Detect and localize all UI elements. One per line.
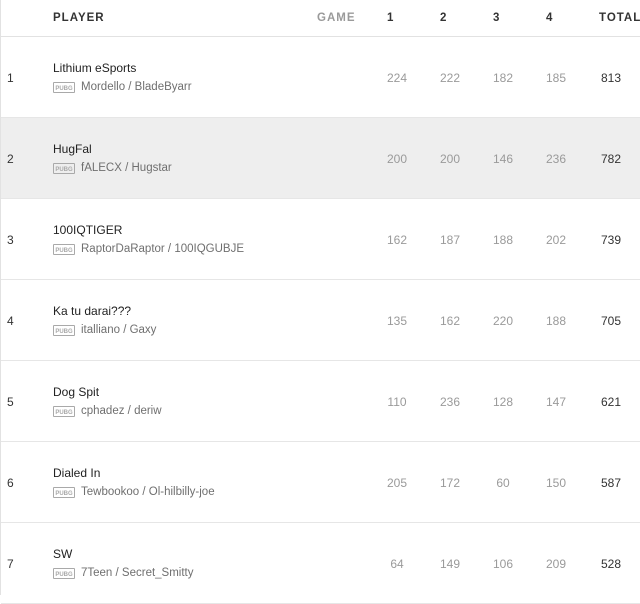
team-players: PUBG Mordello / BladeByarr [53, 80, 192, 94]
svg-text:PUBG: PUBG [55, 572, 73, 577]
pubg-icon: PUBG [53, 567, 75, 579]
player-names: 7Teen / Secret_Smitty [81, 567, 194, 579]
pubg-icon: PUBG [53, 324, 75, 336]
game-1-score: 64 [390, 557, 404, 571]
svg-text:PUBG: PUBG [55, 329, 73, 334]
game-3-score: 146 [492, 152, 514, 166]
game-3-score: 188 [492, 233, 514, 247]
pubg-icon: PUBG [53, 162, 75, 174]
game-2-score: 222 [439, 71, 461, 85]
total-score: 782 [600, 152, 622, 166]
table-row[interactable]: 4 Ka tu darai??? PUBG italliano / Gaxy 1… [1, 280, 640, 361]
game-2-score: 236 [439, 395, 461, 409]
rank: 7 [7, 557, 14, 571]
game-1-score: 224 [386, 71, 408, 85]
total-score: 528 [600, 557, 622, 571]
header-game: GAME [317, 12, 356, 24]
game-4-score: 150 [545, 476, 567, 490]
leaderboard-header: PLAYER GAME 1 2 3 4 TOTAL [1, 0, 640, 37]
rank: 5 [7, 395, 14, 409]
rank: 4 [7, 314, 14, 328]
rank: 1 [7, 71, 14, 85]
game-4-score: 188 [545, 314, 567, 328]
pubg-icon: PUBG [53, 81, 75, 93]
team-players: PUBG fALECX / Hugstar [53, 161, 172, 175]
game-4-score: 209 [545, 557, 567, 571]
rank: 3 [7, 233, 14, 247]
game-1-score: 162 [386, 233, 408, 247]
team-players: PUBG cphadez / deriw [53, 404, 162, 418]
table-row[interactable]: 1 Lithium eSports PUBG Mordello / BladeB… [1, 37, 640, 118]
game-2-score: 187 [439, 233, 461, 247]
total-score: 705 [600, 314, 622, 328]
team-name: Lithium eSports [53, 61, 137, 75]
total-score: 739 [600, 233, 622, 247]
game-4-score: 202 [545, 233, 567, 247]
game-3-score: 182 [492, 71, 514, 85]
header-game-4: 4 [546, 12, 554, 24]
header-game-3: 3 [493, 12, 501, 24]
game-4-score: 185 [545, 71, 567, 85]
team-players: PUBG Tewbookoo / Ol-hilbilly-joe [53, 485, 215, 499]
game-1-score: 135 [386, 314, 408, 328]
table-row[interactable]: 3 100IQTIGER PUBG RaptorDaRaptor / 100IQ… [1, 199, 640, 280]
team-name: Dialed In [53, 466, 101, 480]
table-row[interactable]: 5 Dog Spit PUBG cphadez / deriw 110 236 … [1, 361, 640, 442]
total-score: 621 [600, 395, 622, 409]
table-row[interactable]: 7 SW PUBG 7Teen / Secret_Smitty 64 149 1… [1, 523, 640, 604]
team-name: Dog Spit [53, 385, 100, 399]
player-names: fALECX / Hugstar [81, 162, 172, 174]
header-total: TOTAL [599, 12, 640, 24]
rank: 2 [7, 152, 14, 166]
team-players: PUBG 7Teen / Secret_Smitty [53, 566, 194, 580]
game-2-score: 162 [439, 314, 461, 328]
header-game-2: 2 [440, 12, 448, 24]
game-3-score: 220 [492, 314, 514, 328]
game-2-score: 200 [439, 152, 461, 166]
pubg-icon: PUBG [53, 486, 75, 498]
game-1-score: 110 [387, 395, 407, 409]
team-players: PUBG italliano / Gaxy [53, 323, 156, 337]
leaderboard-rows: 1 Lithium eSports PUBG Mordello / BladeB… [1, 37, 640, 604]
team-name: Ka tu darai??? [53, 304, 132, 318]
game-3-score: 60 [496, 476, 510, 490]
player-names: Mordello / BladeByarr [81, 81, 192, 93]
svg-text:PUBG: PUBG [55, 167, 73, 172]
table-row[interactable]: 6 Dialed In PUBG Tewbookoo / Ol-hilbilly… [1, 442, 640, 523]
svg-text:PUBG: PUBG [55, 248, 73, 253]
game-1-score: 200 [386, 152, 408, 166]
total-score: 587 [600, 476, 622, 490]
game-4-score: 147 [545, 395, 567, 409]
team-name: 100IQTIGER [53, 223, 123, 237]
svg-text:PUBG: PUBG [55, 86, 73, 91]
player-names: RaptorDaRaptor / 100IQGUBJE [81, 243, 244, 255]
game-2-score: 149 [439, 557, 461, 571]
pubg-icon: PUBG [53, 405, 75, 417]
game-1-score: 205 [386, 476, 408, 490]
team-players: PUBG RaptorDaRaptor / 100IQGUBJE [53, 242, 244, 256]
rank: 6 [7, 476, 14, 490]
game-2-score: 172 [439, 476, 461, 490]
header-game-1: 1 [387, 12, 395, 24]
header-player: PLAYER [53, 12, 105, 24]
team-name: SW [53, 547, 73, 561]
team-name: HugFal [53, 142, 92, 156]
svg-text:PUBG: PUBG [55, 410, 73, 415]
table-row[interactable]: 2 HugFal PUBG fALECX / Hugstar 200 200 1… [1, 118, 640, 199]
pubg-icon: PUBG [53, 243, 75, 255]
svg-text:PUBG: PUBG [55, 491, 73, 496]
player-names: cphadez / deriw [81, 405, 162, 417]
game-3-score: 106 [492, 557, 514, 571]
player-names: Tewbookoo / Ol-hilbilly-joe [81, 486, 215, 498]
game-4-score: 236 [545, 152, 567, 166]
total-score: 813 [600, 71, 622, 85]
game-3-score: 128 [492, 395, 514, 409]
player-names: italliano / Gaxy [81, 324, 157, 336]
